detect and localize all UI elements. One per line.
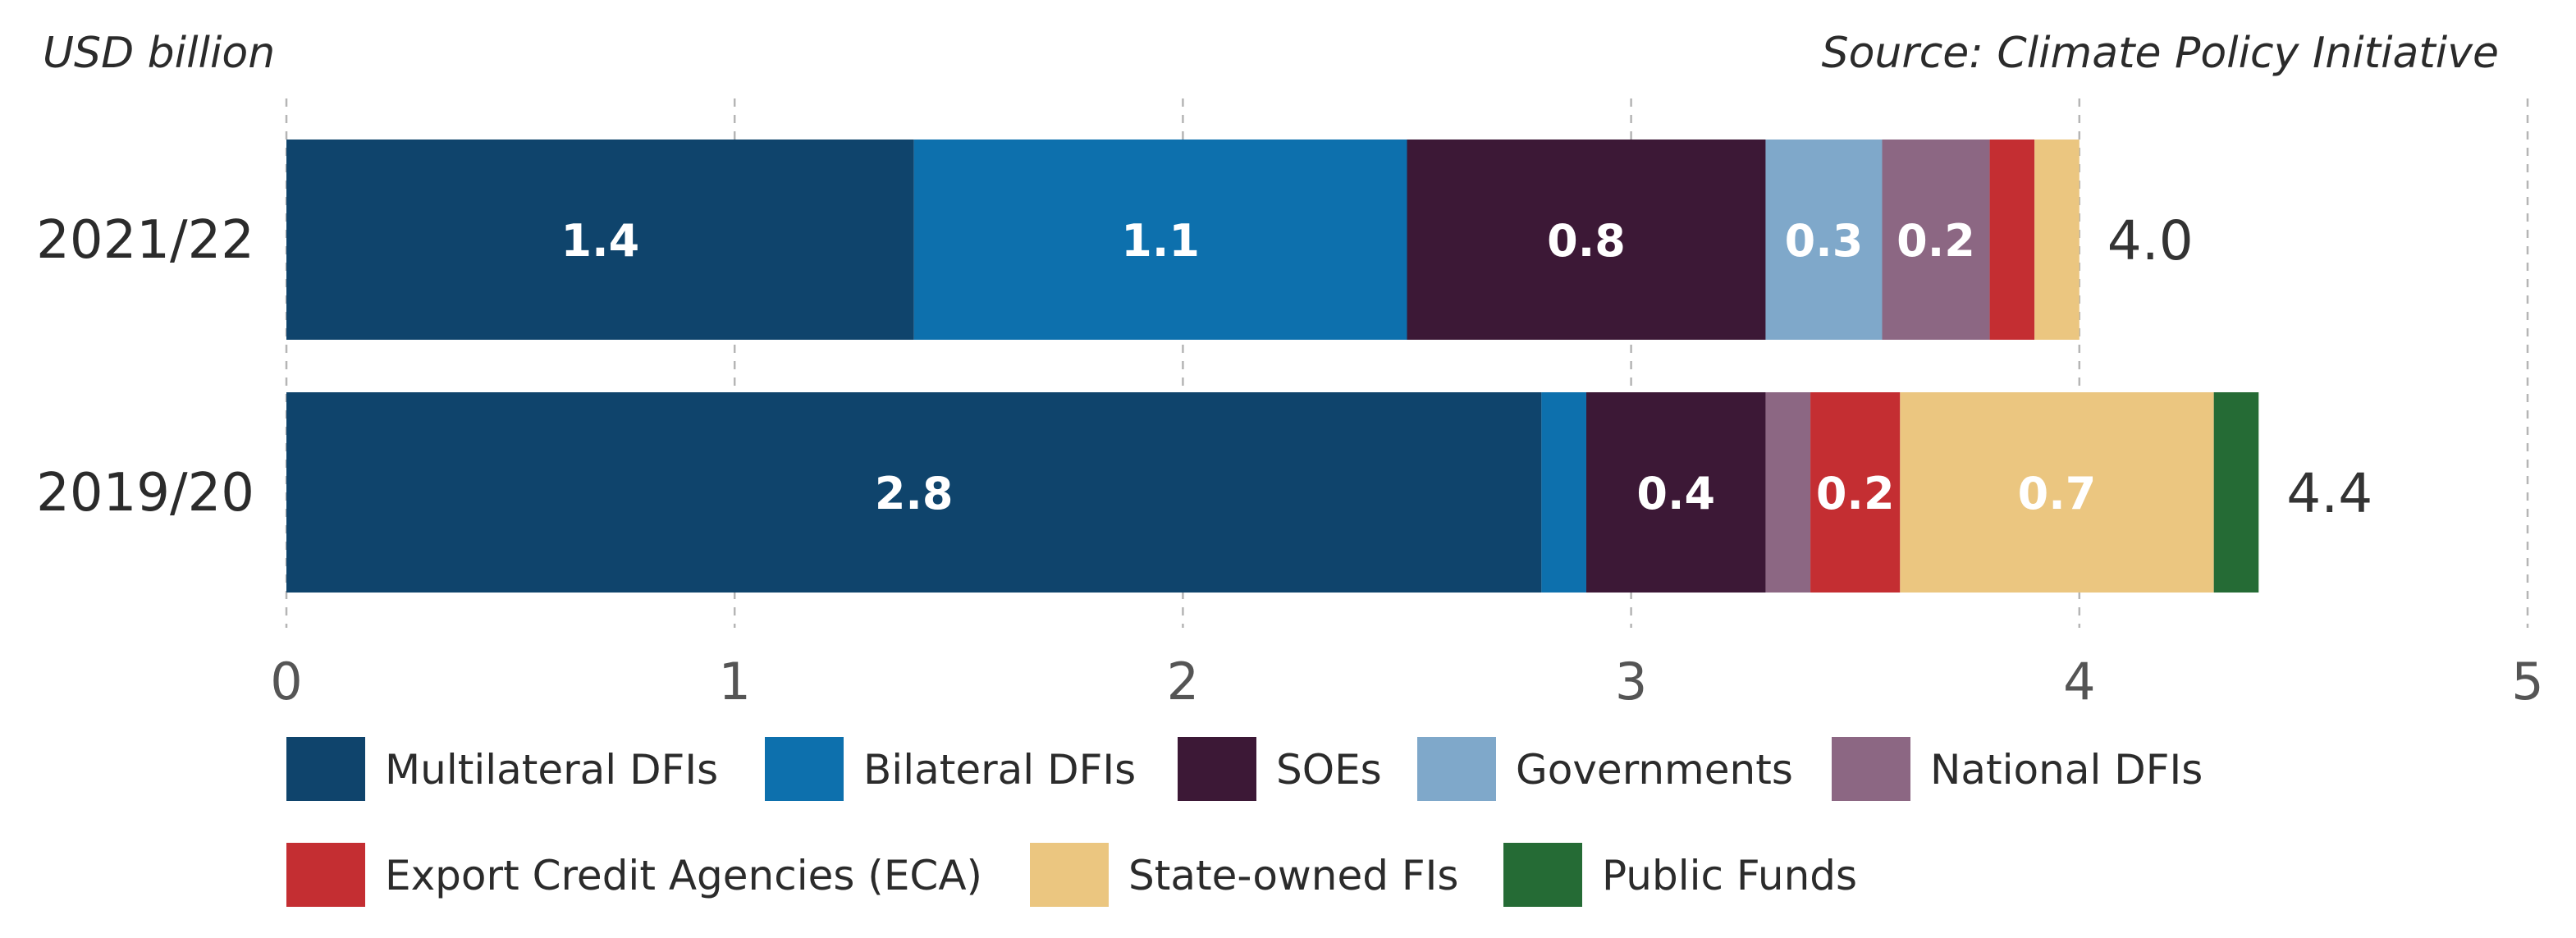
segment-value-label: 2.8 [875, 468, 954, 519]
bar-segment [1882, 140, 1990, 340]
bar-segment [1765, 140, 1883, 340]
bar-segment [2034, 140, 2080, 340]
legend-label: Multilateral DFIs [385, 746, 718, 794]
bar-total-label: 4.0 [2107, 209, 2194, 272]
bar-segment [2213, 392, 2259, 593]
legend-label: Export Credit Agencies (ECA) [385, 852, 982, 899]
legend-swatch [286, 843, 365, 907]
bar-total-label: 4.4 [2286, 462, 2372, 525]
category-label: 2021/22 [36, 210, 254, 271]
x-axis: 0 1 2 3 4 5 [270, 652, 2543, 712]
unit-label: USD billion [43, 29, 275, 78]
segment-value-label: 0.3 [1785, 215, 1864, 267]
x-tick-label: 0 [270, 652, 302, 712]
legend-label: SOEs [1276, 746, 1382, 794]
bar-segment [1810, 392, 1901, 593]
segment-value-label: 0.2 [1897, 215, 1975, 267]
legend-label: National DFIs [1930, 746, 2203, 794]
category-label: 2019/20 [36, 463, 254, 524]
bar-segment [286, 140, 914, 340]
bar-segment [286, 392, 1542, 593]
bars [286, 140, 2259, 593]
x-tick-label: 2 [1167, 652, 1199, 712]
legend-swatch [1417, 737, 1496, 801]
bar-segment [1989, 140, 2035, 340]
legend-swatch [286, 737, 365, 801]
x-tick-label: 1 [718, 652, 750, 712]
legend-swatch [1178, 737, 1256, 801]
bar-segment [1407, 140, 1766, 340]
legend-swatch [1030, 843, 1109, 907]
segment-value-label: 0.8 [1547, 215, 1626, 267]
segment-value-label: 0.7 [2018, 468, 2097, 519]
legend-swatch [1503, 843, 1582, 907]
bar-segment [1900, 392, 2214, 593]
bar-segment [1765, 392, 1811, 593]
segment-value-label: 1.1 [1121, 215, 1200, 267]
legend: Multilateral DFIs Bilateral DFIs SOEs Gover… [286, 737, 2203, 907]
legend-swatch [1832, 737, 1910, 801]
legend-label: Public Funds [1602, 852, 1857, 899]
legend-label: Bilateral DFIs [863, 746, 1136, 794]
x-tick-label: 4 [2063, 652, 2095, 712]
legend-label: State-owned FIs [1128, 852, 1458, 899]
x-tick-label: 3 [1615, 652, 1647, 712]
legend-swatch [765, 737, 844, 801]
bar-labels: 2021/22 2019/20 1.4 1.1 0.8 0.3 0.2 4.0 2.8 0.4 0.… [36, 209, 2372, 525]
bar-segment [1585, 392, 1766, 593]
x-tick-label: 5 [2511, 652, 2543, 712]
bar-segment [913, 140, 1407, 340]
legend-label: Governments [1516, 746, 1793, 794]
source-label: Source: Climate Policy Initiative [1822, 29, 2499, 78]
segment-value-label: 0.4 [1636, 468, 1715, 519]
bar-segment [1541, 392, 1586, 593]
segment-value-label: 1.4 [561, 215, 640, 267]
segment-value-label: 0.2 [1816, 468, 1895, 519]
